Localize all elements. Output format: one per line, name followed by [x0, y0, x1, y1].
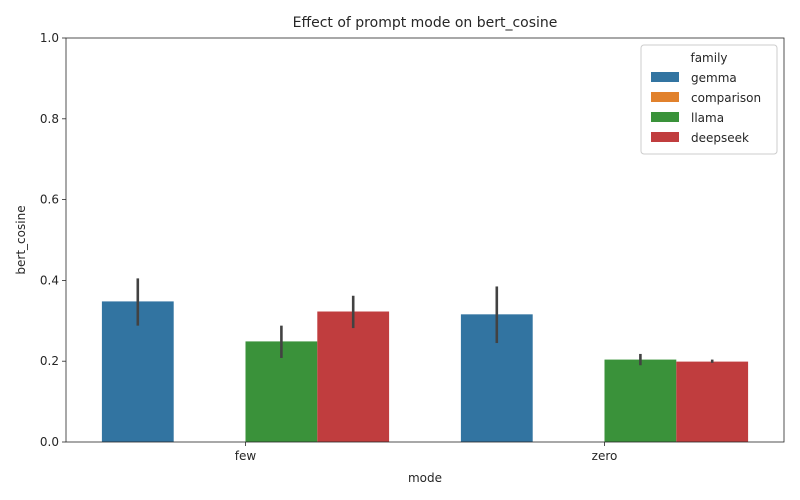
chart-title: Effect of prompt mode on bert_cosine [293, 15, 558, 31]
x-axis: few zero [235, 442, 618, 463]
x-tick-label-few: few [235, 449, 257, 463]
y-tick-label: 0.4 [40, 273, 59, 287]
y-tick-label: 1.0 [40, 31, 59, 45]
bar-llama-few [245, 341, 318, 442]
bar-llama-zero [604, 359, 677, 442]
y-axis-label: bert_cosine [14, 205, 28, 274]
y-tick-label: 0.8 [40, 112, 59, 126]
legend-swatch-comparison [651, 92, 679, 102]
bar-deepseek-zero [676, 361, 749, 442]
legend-swatch-llama [651, 112, 679, 122]
legend-swatch-gemma [651, 72, 679, 82]
legend-title: family [690, 51, 727, 65]
bar-deepseek-few [317, 311, 390, 442]
legend: family gemma comparison llama deepseek [640, 44, 778, 155]
x-axis-label: mode [408, 471, 442, 485]
y-tick-label: 0.6 [40, 193, 59, 207]
bars-group [101, 301, 749, 442]
y-axis: 0.0 0.2 0.4 0.6 0.8 1.0 [40, 31, 66, 449]
legend-label-llama: llama [691, 111, 724, 125]
y-tick-label: 0.0 [40, 435, 59, 449]
legend-label-deepseek: deepseek [691, 131, 749, 145]
legend-label-gemma: gemma [691, 71, 737, 85]
legend-label-comparison: comparison [691, 91, 761, 105]
y-tick-label: 0.2 [40, 354, 59, 368]
legend-swatch-deepseek [651, 132, 679, 142]
plot-frame [65, 37, 785, 443]
error-bars-group [136, 278, 714, 366]
x-tick-label-zero: zero [592, 449, 618, 463]
legend-items: gemma comparison llama deepseek [651, 71, 761, 145]
